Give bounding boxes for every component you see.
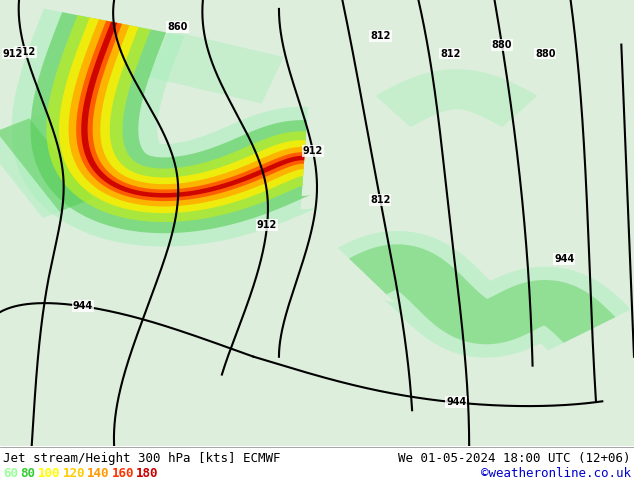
Text: 944: 944: [73, 301, 93, 311]
Polygon shape: [11, 9, 319, 246]
Text: 912: 912: [303, 146, 323, 156]
Text: 812: 812: [370, 31, 391, 41]
Polygon shape: [30, 12, 311, 233]
Text: 80: 80: [20, 467, 36, 481]
Text: Jet stream/Height 300 hPa [kts] ECMWF: Jet stream/Height 300 hPa [kts] ECMWF: [3, 452, 280, 465]
Text: 160: 160: [112, 467, 134, 481]
Polygon shape: [338, 231, 631, 358]
Text: 944: 944: [446, 397, 466, 408]
Text: 880: 880: [492, 40, 512, 49]
Text: 912: 912: [3, 49, 23, 58]
Text: ©weatheronline.co.uk: ©weatheronline.co.uk: [481, 467, 631, 481]
Polygon shape: [46, 15, 306, 222]
Polygon shape: [148, 30, 283, 103]
Text: 140: 140: [87, 467, 110, 481]
Text: 812: 812: [440, 49, 460, 58]
Polygon shape: [0, 112, 109, 218]
Text: 120: 120: [62, 467, 85, 481]
Polygon shape: [0, 119, 93, 212]
Text: We 01-05-2024 18:00 UTC (12+06): We 01-05-2024 18:00 UTC (12+06): [399, 452, 631, 465]
Text: 912: 912: [15, 47, 36, 57]
Polygon shape: [59, 18, 306, 213]
Text: 912: 912: [257, 220, 277, 230]
Text: 100: 100: [38, 467, 60, 481]
Text: 180: 180: [136, 467, 158, 481]
Text: 60: 60: [3, 467, 18, 481]
Polygon shape: [81, 22, 304, 197]
Polygon shape: [375, 69, 538, 127]
Polygon shape: [76, 21, 305, 201]
Text: 860: 860: [167, 22, 188, 32]
Polygon shape: [349, 245, 616, 344]
Text: 944: 944: [554, 254, 574, 264]
Polygon shape: [68, 19, 305, 206]
Text: 880: 880: [535, 49, 555, 58]
Text: 812: 812: [370, 195, 391, 205]
